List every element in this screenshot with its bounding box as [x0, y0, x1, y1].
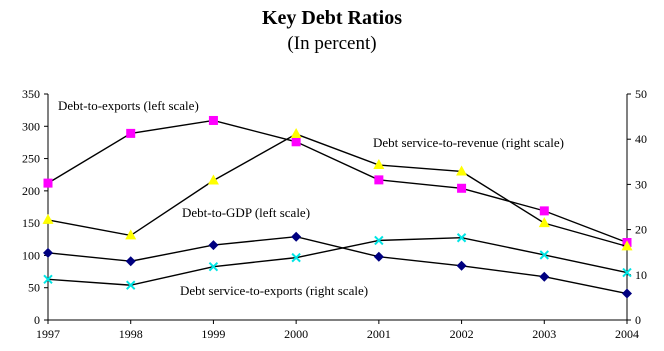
data-point: [208, 240, 219, 251]
data-point: [291, 231, 302, 242]
x-tick-label: 2004: [615, 327, 639, 341]
data-point: [456, 233, 467, 243]
x-tick-label: 2001: [367, 327, 391, 341]
data-point: [126, 128, 136, 138]
data-point: [125, 229, 137, 240]
x-axis-ticks: 1997 1998 1999 2000 2001 2002 2003 2004: [36, 320, 639, 341]
series-2: [43, 231, 632, 299]
data-point: [373, 251, 384, 262]
data-point: [539, 250, 549, 260]
left-tick-label: 150: [22, 216, 40, 230]
axes: [47, 94, 628, 321]
data-point: [290, 128, 302, 139]
series-group: [42, 115, 633, 299]
annotation-debt-service-to-exports: Debt service-to-exports (right scale): [180, 283, 368, 298]
annotation-debt-to-exports: Debt-to-exports (left scale): [58, 98, 199, 113]
series-line: [47, 235, 628, 295]
data-point: [456, 260, 467, 271]
chart-subtitle: (In percent): [287, 33, 376, 54]
series-line: [47, 133, 628, 248]
left-tick-label: 250: [22, 152, 40, 166]
data-point: [621, 240, 633, 251]
right-tick-label: 10: [635, 268, 647, 282]
data-point: [43, 247, 53, 258]
data-point: [43, 178, 53, 188]
annotation-debt-service-to-revenue: Debt service-to-revenue (right scale): [373, 135, 564, 150]
data-point: [291, 252, 301, 263]
right-tick-label: 30: [635, 177, 647, 191]
data-point: [207, 174, 219, 185]
left-tick-label: 200: [22, 184, 40, 198]
left-tick-label: 100: [22, 248, 40, 262]
data-point: [374, 175, 384, 185]
data-point: [208, 261, 219, 272]
left-axis-ticks: 0 50 100 150 200 250 300 350: [22, 87, 48, 327]
series-line: [47, 237, 628, 286]
x-tick-label: 1999: [201, 327, 225, 341]
x-tick-label: 1998: [119, 327, 143, 341]
right-tick-label: 40: [635, 132, 647, 146]
x-tick-label: 2002: [450, 327, 474, 341]
x-tick-label: 2000: [284, 327, 308, 341]
series-line: [47, 119, 628, 244]
data-point: [126, 280, 136, 290]
data-point: [125, 256, 136, 267]
right-tick-label: 50: [635, 87, 647, 101]
series-1: [42, 128, 633, 251]
data-point: [373, 159, 385, 170]
data-point: [622, 267, 632, 278]
chart-title: Key Debt Ratios: [262, 7, 402, 29]
left-tick-label: 0: [34, 313, 40, 327]
data-point: [457, 183, 467, 193]
right-axis-ticks: 0 10 20 30 40 50: [627, 87, 647, 327]
data-point: [291, 137, 301, 147]
data-point: [374, 235, 384, 246]
x-tick-label: 1997: [36, 327, 60, 341]
data-point: [538, 217, 550, 228]
left-tick-label: 50: [28, 281, 40, 295]
left-tick-label: 350: [22, 87, 40, 101]
right-tick-label: 20: [635, 223, 647, 237]
x-tick-label: 2003: [532, 327, 556, 341]
data-point: [42, 213, 54, 224]
data-point: [539, 271, 550, 282]
data-point: [539, 206, 549, 216]
data-point: [43, 274, 53, 285]
left-tick-label: 300: [22, 119, 40, 133]
data-point: [622, 288, 632, 299]
data-point: [456, 165, 468, 176]
annotation-debt-to-gdp: Debt-to-GDP (left scale): [182, 205, 310, 220]
series-3: [43, 233, 632, 290]
right-tick-label: 0: [635, 313, 641, 327]
data-point: [208, 115, 218, 125]
